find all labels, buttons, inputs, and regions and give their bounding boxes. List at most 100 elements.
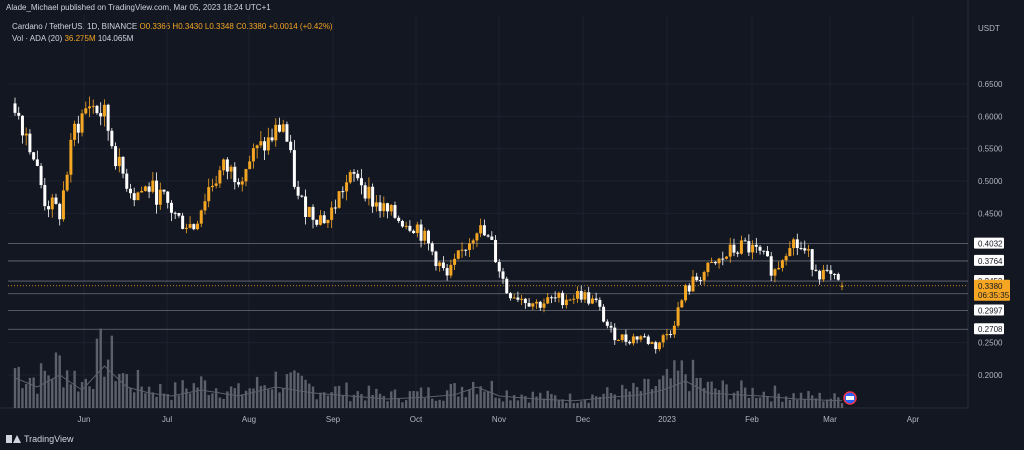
- price-tick-label: 0.5500: [978, 145, 1003, 154]
- candle-up: [151, 180, 155, 192]
- candle-up: [479, 225, 483, 234]
- candle-down: [378, 202, 382, 212]
- candle-up: [207, 187, 211, 202]
- candle-up: [389, 204, 393, 212]
- volume-bar: [252, 388, 255, 408]
- candle-down: [698, 280, 702, 282]
- volume-bar: [371, 394, 374, 408]
- volume-bar: [658, 379, 661, 408]
- time-axis[interactable]: Jun Jul Aug Sep Oct Nov Dec 2023 Feb Mar Apr: [78, 415, 920, 424]
- volume-bar: [643, 378, 646, 408]
- candle-up: [337, 191, 341, 208]
- volume-bar: [714, 388, 717, 408]
- volume-bar: [337, 385, 341, 408]
- candle-up: [415, 224, 419, 234]
- alert-icon[interactable]: [843, 391, 857, 405]
- volume-bar: [248, 388, 251, 408]
- candle-up: [520, 298, 524, 300]
- candle-up: [564, 299, 568, 306]
- volume-bar: [695, 377, 698, 408]
- candle-down: [341, 191, 345, 193]
- candle-up: [616, 339, 620, 341]
- volume-bar: [322, 392, 326, 408]
- candle-up: [184, 227, 188, 229]
- candle-up: [725, 256, 729, 259]
- volume-bar: [654, 385, 657, 408]
- candle-down: [315, 219, 319, 225]
- volume-bar: [17, 366, 20, 408]
- candle-down: [594, 298, 598, 300]
- volume-bar: [475, 394, 479, 408]
- volume-bar: [542, 398, 546, 408]
- volume-bar: [613, 394, 616, 408]
- candle-up: [691, 276, 695, 292]
- candle-down: [13, 103, 17, 113]
- volume-bar: [404, 400, 408, 408]
- volume-bar: [788, 399, 792, 408]
- volume-bar: [837, 397, 840, 408]
- candle-up: [546, 297, 550, 304]
- volume-bar: [825, 399, 829, 408]
- candle-up: [661, 335, 665, 343]
- volume-bar: [114, 381, 117, 408]
- volume-bar: [69, 384, 73, 408]
- volume-bar: [796, 399, 799, 408]
- candle-down: [624, 334, 628, 342]
- price-axis[interactable]: USDT 0.6500 0.6000 0.5500 0.5000 0.4500 0.2500…: [974, 24, 1010, 380]
- candle-down: [765, 251, 769, 257]
- time-tick-label: Dec: [576, 415, 590, 424]
- candle-down: [192, 224, 196, 230]
- volume-bar: [747, 397, 751, 408]
- candle-down: [523, 298, 527, 304]
- price-tick-label: 0.6000: [978, 112, 1003, 121]
- candle-down: [32, 152, 36, 160]
- candle-down: [412, 230, 416, 234]
- volume-label[interactable]: Vol · ADA (20): [12, 34, 63, 43]
- volume-bar: [308, 383, 311, 408]
- candle-down: [516, 297, 520, 300]
- volume-bar: [386, 401, 389, 408]
- candle-up: [739, 240, 743, 254]
- volume-bar: [360, 394, 363, 408]
- volume-bar: [468, 389, 471, 408]
- volume-bar: [311, 386, 315, 408]
- volume-bar: [170, 399, 173, 408]
- candle-down: [549, 297, 553, 299]
- time-tick-label: Apr: [907, 415, 920, 424]
- candle-down: [747, 241, 751, 253]
- volume-bar: [587, 402, 590, 408]
- volume-bar: [21, 388, 24, 408]
- volume-bar: [553, 395, 557, 408]
- volume-bar: [777, 393, 780, 408]
- volume-bar: [47, 375, 50, 408]
- volume-bar: [635, 387, 639, 408]
- volume-bar: [352, 394, 356, 408]
- tradingview-logo[interactable]: TradingView: [6, 434, 74, 444]
- candle-up: [672, 325, 676, 335]
- candle-down: [270, 137, 274, 141]
- candle-down: [598, 299, 602, 307]
- volume-bar: [274, 371, 277, 408]
- author-name[interactable]: Alade_Michael: [6, 3, 59, 12]
- volume-bar: [378, 393, 382, 408]
- volume-ma-line: [14, 365, 843, 402]
- volume-bar: [255, 376, 259, 408]
- volume-bar: [32, 377, 35, 408]
- candle-up: [471, 240, 475, 244]
- candle-down: [587, 292, 591, 304]
- volume-bar: [494, 397, 497, 408]
- candle-up: [222, 159, 226, 171]
- volume-bar: [770, 401, 773, 408]
- volume-bar: [326, 395, 330, 408]
- volume-bar: [241, 394, 244, 408]
- candle-down: [300, 195, 304, 197]
- volume-value-a: 36.275M: [64, 34, 96, 43]
- candle-up: [266, 137, 270, 151]
- price-tick-label: 0.6500: [978, 80, 1003, 89]
- candle-up: [80, 113, 84, 133]
- candle-down: [106, 104, 110, 131]
- volume-bar: [520, 394, 523, 408]
- symbol-title[interactable]: Cardano / TetherUS, 1D, BINANCE: [12, 22, 138, 31]
- candle-down: [132, 193, 136, 201]
